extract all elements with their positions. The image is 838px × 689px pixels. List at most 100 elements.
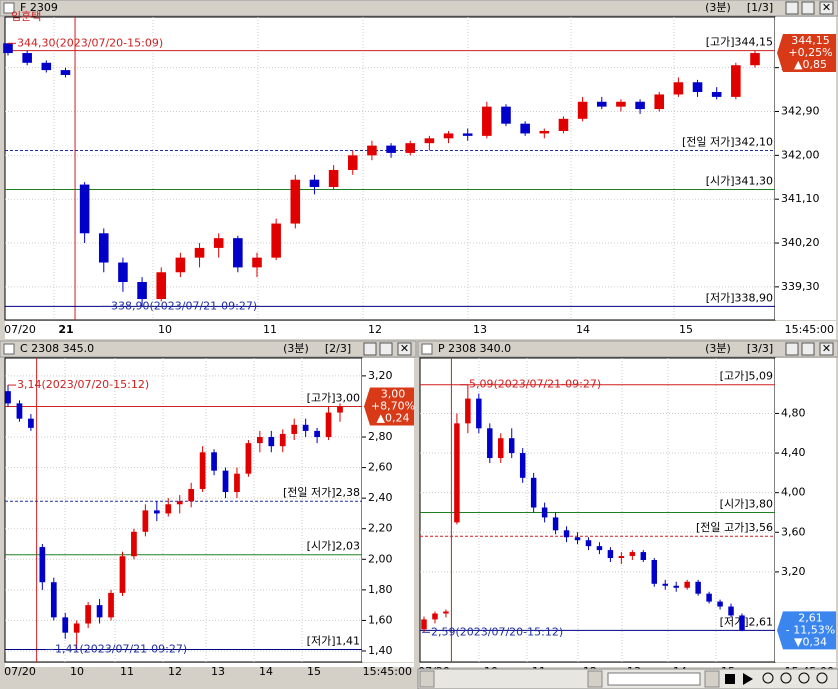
candle-body xyxy=(309,179,320,188)
annotation-text: 344,30(2023/07/20-15:09) xyxy=(17,36,163,49)
x-tick-label: 10 xyxy=(158,323,172,336)
btn-close[interactable] xyxy=(819,1,834,15)
candle-body xyxy=(73,623,80,633)
candle-body xyxy=(194,247,205,258)
badge-text: 2,61 xyxy=(798,611,823,624)
price-badge xyxy=(777,611,836,650)
candle-body xyxy=(142,510,149,532)
btn-zoom-out[interactable] xyxy=(780,672,792,684)
candle-body xyxy=(585,540,592,547)
candle-body xyxy=(98,233,109,263)
candle-body xyxy=(291,424,298,434)
chart-title: P 2308 340.0 xyxy=(438,342,511,355)
x-tick-label: 07/20 xyxy=(4,665,36,678)
badge-text: ▲0,85 xyxy=(794,58,827,71)
y-tick-label: 342,90 xyxy=(781,105,820,118)
y-tick-label: 2,40 xyxy=(368,491,393,504)
candle-body xyxy=(731,65,741,97)
btn-zoom-reset[interactable] xyxy=(816,672,828,684)
reference-label: [고가]344,15 xyxy=(706,36,773,49)
x-tick-label: 14 xyxy=(259,665,273,678)
candle-body xyxy=(5,391,11,404)
x-tick-label: 21 xyxy=(58,323,73,336)
btn-close-x: ✕ xyxy=(822,342,831,355)
y-tick-label: 341,10 xyxy=(781,192,820,205)
candle-body xyxy=(279,433,286,447)
candle-body xyxy=(137,282,147,300)
annotation-text: 338,90(2023/07/21-09:27) xyxy=(111,299,257,312)
panel-check[interactable] xyxy=(3,2,15,14)
candle-body xyxy=(465,398,471,424)
candle-body xyxy=(673,585,679,588)
candle-body xyxy=(717,601,723,607)
btn-play[interactable] xyxy=(743,673,753,685)
y-tick-label: 4,80 xyxy=(781,406,806,419)
y-tick-label: 2,00 xyxy=(368,552,393,565)
candle-body xyxy=(520,123,530,134)
page-label: [2/3] xyxy=(325,342,351,355)
candle-body xyxy=(558,118,569,131)
panel-check[interactable] xyxy=(3,343,15,355)
x-tick-label: 14 xyxy=(576,323,590,336)
page-label: [1/3] xyxy=(747,1,773,14)
candle-body xyxy=(651,560,658,584)
candle-body xyxy=(508,438,515,454)
candle-body xyxy=(692,82,703,93)
zoom-slider[interactable] xyxy=(607,672,701,686)
chart-panel: C 2308 345.0 (3분) [2/3] ✕ 07/20 10 11 12 13 14 15 1… xyxy=(0,340,417,678)
btn-close[interactable] xyxy=(397,342,412,356)
candle-body xyxy=(268,437,275,447)
scroll-left[interactable] xyxy=(419,670,435,688)
candle-body xyxy=(328,169,339,188)
reference-label: [저가]2,61 xyxy=(720,615,773,628)
x-tick-label: 15:45:00 xyxy=(785,323,834,336)
candle-body xyxy=(432,613,438,620)
y-tick-label: 4,40 xyxy=(781,446,806,459)
btn-max[interactable] xyxy=(801,342,815,356)
candle-body xyxy=(498,438,504,459)
reference-label: [전일 저가]342,10 xyxy=(682,134,773,148)
btn-close-x: ✕ xyxy=(400,342,409,355)
btn-restore[interactable] xyxy=(785,342,799,356)
candle-body xyxy=(539,130,550,134)
candle-body xyxy=(552,517,559,531)
badge-text: 3,00 xyxy=(381,387,406,400)
scroll-right[interactable] xyxy=(587,670,603,688)
btn-zoom-in[interactable] xyxy=(762,672,774,684)
candle-body xyxy=(454,423,460,523)
x-tick-label: 13 xyxy=(473,323,487,336)
annotation-text: 3,14(2023/07/20-15:12) xyxy=(17,378,149,391)
badge-text: 344,15 xyxy=(791,34,830,47)
candle-body xyxy=(62,617,69,633)
btn-max[interactable] xyxy=(379,342,393,356)
y-tick-label: 1,80 xyxy=(368,583,393,596)
btn-stop[interactable] xyxy=(725,674,735,684)
btn-close[interactable] xyxy=(819,342,834,356)
reference-label: [저가]338,90 xyxy=(706,291,773,304)
btn-restore[interactable] xyxy=(785,1,799,15)
candle-body xyxy=(530,477,537,508)
btn-zoom-fit[interactable] xyxy=(798,672,810,684)
y-tick-label: 2,20 xyxy=(368,522,393,535)
candle-body xyxy=(222,470,229,493)
btn-max[interactable] xyxy=(801,1,815,15)
candle-body xyxy=(176,501,183,505)
candle-body xyxy=(302,424,309,431)
candle-body xyxy=(405,143,416,153)
candle-body xyxy=(211,452,217,471)
candle-body xyxy=(96,605,103,618)
candle-body xyxy=(487,428,493,459)
candle-body xyxy=(156,272,167,300)
y-tick-label: 1,40 xyxy=(368,644,393,657)
candle-body xyxy=(290,179,301,224)
scrollbar[interactable] xyxy=(417,668,838,689)
corner-text: 임훈택 xyxy=(11,10,41,23)
annotation-text: 2,59(2023/07/20-15:12) xyxy=(431,625,563,638)
btn-prev[interactable] xyxy=(704,670,720,688)
candle-body xyxy=(596,546,603,551)
reference-label: [시가]3,80 xyxy=(720,497,773,510)
panel-check[interactable] xyxy=(421,343,433,355)
btn-restore[interactable] xyxy=(363,342,377,356)
badge-text: ▲0,24 xyxy=(377,411,410,424)
